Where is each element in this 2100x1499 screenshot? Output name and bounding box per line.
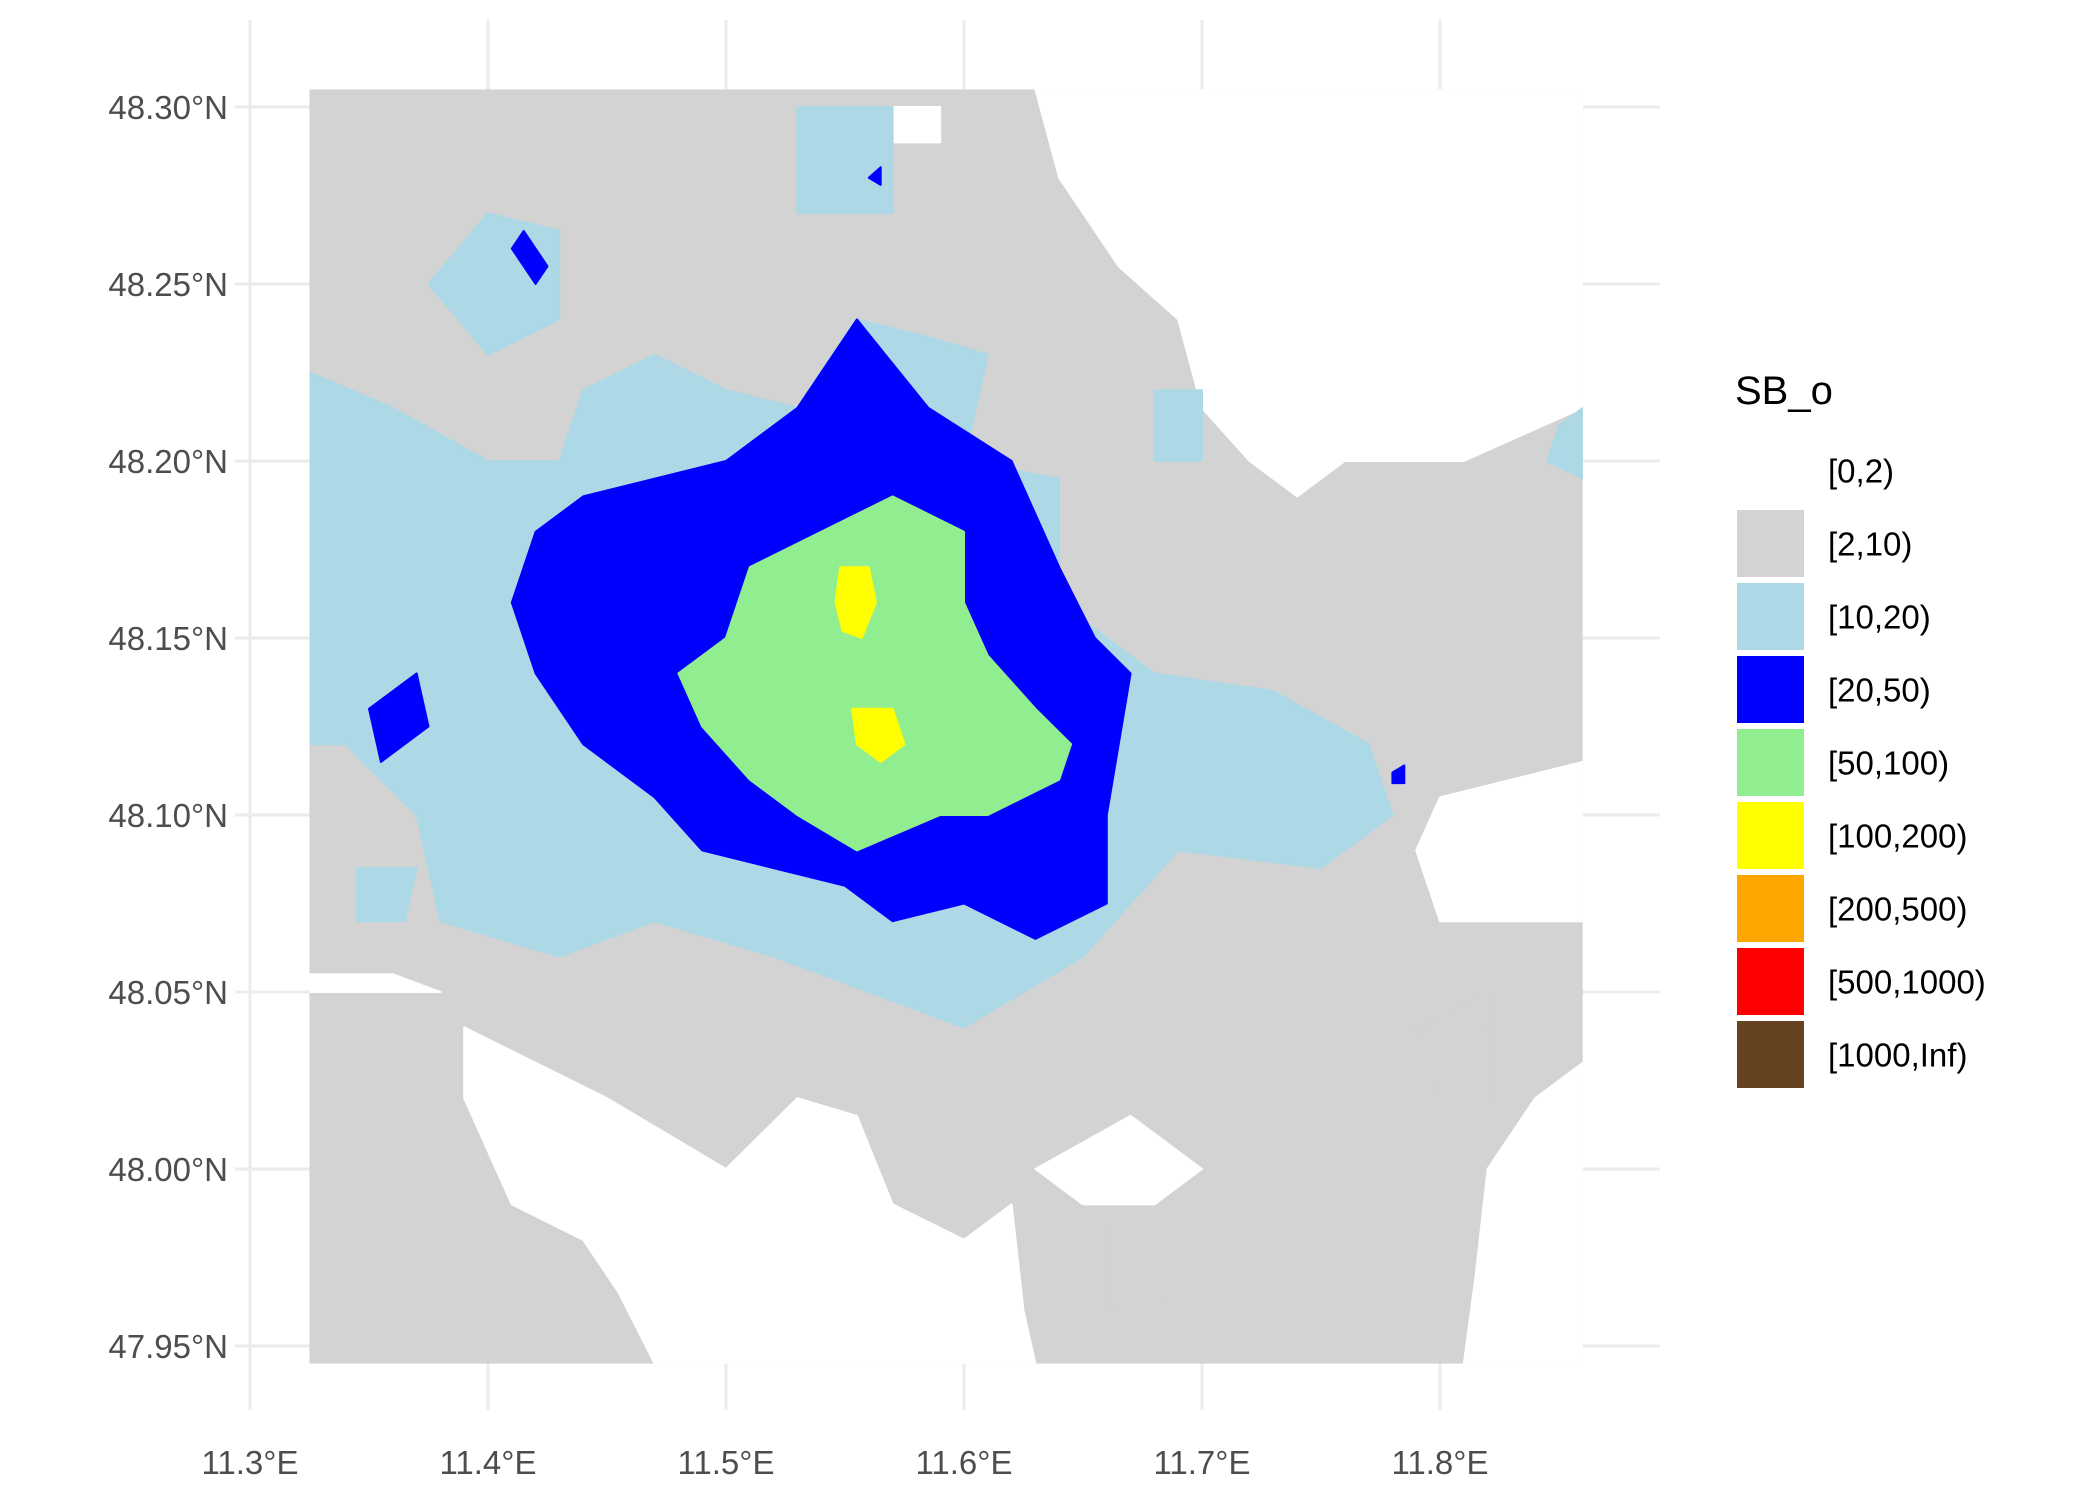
x-tick-label: 11.8°E [1392,1444,1489,1481]
x-axis: 11.3°E 11.4°E 11.5°E 11.6°E 11.7°E 11.8°E [202,1444,1489,1481]
region-0-2-1 [1415,760,1583,923]
y-tick-label: 48.10°N [108,797,228,834]
legend-key-8 [1737,1021,1804,1088]
legend-key-7 [1737,948,1804,1015]
legend-label: [0,2) [1828,453,1894,490]
region-20-50-4 [1391,764,1406,785]
legend-key-2 [1737,583,1804,650]
region-20-50-3 [867,166,882,186]
region-0-2-3 [463,1026,1037,1364]
y-tick-label: 48.30°N [108,89,228,126]
y-tick-label: 47.95°N [108,1328,228,1365]
y-tick-label: 48.15°N [108,620,228,657]
legend-label: [500,1000) [1828,964,1986,1001]
region-10-20-2 [796,106,894,215]
y-tick-label: 48.05°N [108,974,228,1011]
raster-plot-area [309,89,1583,1364]
x-tick-label: 11.3°E [202,1444,299,1481]
y-axis: 48.30°N 48.25°N 48.20°N 48.15°N 48.10°N 48.05… [108,89,228,1365]
region-10-20-4 [1546,406,1583,480]
x-tick-label: 11.6°E [916,1444,1013,1481]
legend-key-1 [1737,510,1804,577]
y-tick-label: 48.25°N [108,266,228,303]
legend-key-3 [1737,656,1804,723]
region-20-50-2 [510,229,549,285]
region-2-10-1 [1415,991,1489,1100]
region-50-100-0 [677,495,1073,852]
legend-label: [20,50) [1828,672,1931,709]
legend-key-5 [1737,802,1804,869]
region-100-200-0 [834,566,877,639]
legend-label: [2,10) [1828,526,1912,563]
region-2-10-0 [1105,1221,1203,1312]
legend-title: SB_o [1735,369,1833,413]
region-10-20-5 [356,867,418,923]
region-0-2-4 [1034,1114,1203,1206]
legend: SB_o [0,2) [2,10) [10,20) [20,50) [50,100) [1… [1735,369,1986,1088]
region-0-2-2 [309,973,442,993]
region-20-50-1 [368,672,430,763]
legend-key-0 [1737,437,1804,504]
legend-label: [100,200) [1828,818,1967,855]
y-tick-label: 48.00°N [108,1151,228,1188]
legend-label: [50,100) [1828,745,1949,782]
y-tick-label: 48.20°N [108,443,228,480]
x-tick-label: 11.7°E [1154,1444,1251,1481]
legend-label: [10,20) [1828,599,1931,636]
region-0-2-5 [1462,1061,1583,1364]
legend-label: [200,500) [1828,891,1967,928]
region-0-2-0 [1034,89,1583,498]
region-100-200-1 [851,707,906,763]
x-tick-label: 11.5°E [678,1444,775,1481]
legend-key-4 [1737,729,1804,796]
x-tick-label: 11.4°E [440,1444,537,1481]
legend-label: [1000,Inf) [1828,1037,1967,1074]
legend-key-6 [1737,875,1804,942]
region-10-20-3 [1153,389,1203,462]
